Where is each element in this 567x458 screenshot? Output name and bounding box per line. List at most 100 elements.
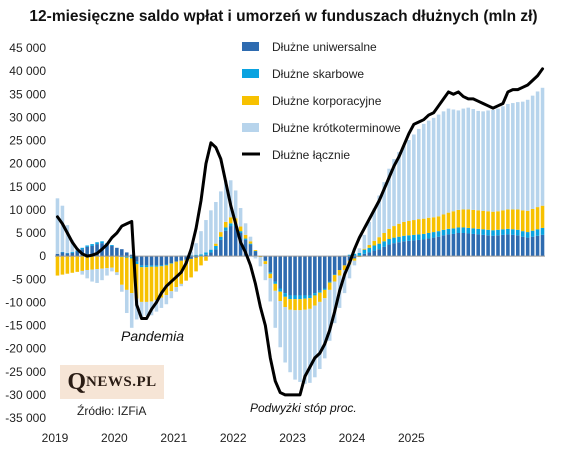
bar-segment xyxy=(144,267,149,302)
bar-segment xyxy=(293,295,297,300)
bar-segment xyxy=(516,229,520,236)
bar-segment xyxy=(90,244,94,246)
bar-segment xyxy=(283,296,287,307)
bar-segment xyxy=(421,123,426,219)
bar-segment xyxy=(90,269,94,282)
bar-segment xyxy=(90,245,94,257)
legend-label: Dłużne korporacyjne xyxy=(272,94,382,108)
bar-segment xyxy=(397,242,401,257)
bar-segment xyxy=(367,247,372,253)
bar-segment xyxy=(461,209,466,228)
bar-segment xyxy=(100,241,104,244)
bar-segment xyxy=(303,309,307,384)
bar-segment xyxy=(446,108,451,213)
bar-segment xyxy=(124,256,129,258)
bar-segment xyxy=(441,229,446,236)
bar-segment xyxy=(139,265,144,268)
bar-segment xyxy=(342,270,347,294)
bar-segment xyxy=(362,249,367,254)
bar-segment xyxy=(204,256,208,261)
bar-segment xyxy=(362,234,367,249)
bar-segment xyxy=(535,207,540,230)
bar-segment xyxy=(456,110,461,210)
bar-segment xyxy=(243,223,248,235)
bar-segment xyxy=(421,239,426,257)
bar-segment xyxy=(471,228,476,234)
logo-text: NEWS.PL xyxy=(86,373,157,390)
bar-segment xyxy=(496,235,500,257)
x-tick-label: 2024 xyxy=(339,431,366,445)
x-tick-label: 2022 xyxy=(220,431,247,445)
y-tick-label: 0 xyxy=(39,249,46,263)
bar-segment xyxy=(75,251,80,257)
bar-segment xyxy=(471,233,476,257)
bar-segment xyxy=(105,268,109,276)
bar-segment xyxy=(426,238,431,257)
bar-segment xyxy=(511,229,515,235)
bar-segment xyxy=(456,209,461,228)
bar-segment xyxy=(417,239,421,257)
bar-segment xyxy=(80,247,84,250)
bar-segment xyxy=(451,233,456,257)
bar-segment xyxy=(149,265,154,267)
bar-segment xyxy=(95,242,99,245)
bar-segment xyxy=(441,214,446,230)
bar-segment xyxy=(506,209,510,229)
bar-segment xyxy=(90,256,94,270)
bar-segment xyxy=(347,264,352,279)
bar-segment xyxy=(129,293,134,328)
bar-segment xyxy=(65,256,70,274)
bar-segment xyxy=(164,265,169,295)
bar-segment xyxy=(456,227,461,233)
bar-segment xyxy=(491,211,495,231)
bar-segment xyxy=(214,249,218,257)
bar-segment xyxy=(387,244,391,257)
bar-segment xyxy=(382,246,386,257)
bar-segment xyxy=(392,237,396,244)
bar-segment xyxy=(199,254,203,257)
bar-segment xyxy=(214,202,218,244)
bar-segment xyxy=(357,252,362,257)
bar-segment xyxy=(283,307,287,363)
bar-segment xyxy=(436,236,441,257)
bar-segment xyxy=(486,211,490,230)
legend-swatch xyxy=(242,42,259,51)
bar-segment xyxy=(446,212,451,229)
bar-segment xyxy=(436,114,441,217)
bar-segment xyxy=(481,234,485,257)
bar-segment xyxy=(332,275,337,282)
y-tick-label: -25 000 xyxy=(5,365,46,379)
bar-segment xyxy=(476,234,480,257)
bar-segment xyxy=(511,103,515,210)
bar-segment xyxy=(174,287,179,292)
bar-segment xyxy=(491,230,495,236)
bar-segment xyxy=(164,294,169,305)
bar-segment xyxy=(451,109,456,212)
bar-segment xyxy=(288,256,292,296)
bar-segment xyxy=(85,256,89,271)
bar-segment xyxy=(313,305,317,378)
bar-segment xyxy=(174,256,179,262)
bar-segment xyxy=(144,301,149,316)
bar-segment xyxy=(258,257,263,267)
bar-segment xyxy=(134,261,139,264)
bar-segment xyxy=(189,258,193,278)
bar-segment xyxy=(223,221,228,228)
bar-segment xyxy=(298,310,302,382)
bar-segment xyxy=(164,256,169,265)
bar-segment xyxy=(263,263,268,281)
bar-segment xyxy=(184,256,188,260)
bar-segment xyxy=(219,236,223,240)
bar-segment xyxy=(209,249,213,253)
y-tick-label: 5 000 xyxy=(16,226,46,240)
bar-segment xyxy=(273,256,278,282)
bar-segment xyxy=(308,298,312,309)
bar-segment xyxy=(486,235,490,257)
bar-segment xyxy=(506,103,510,210)
y-tick-label: 10 000 xyxy=(9,203,46,217)
bar-segment xyxy=(426,217,431,233)
bar-segment xyxy=(115,256,119,273)
bar-segment xyxy=(436,216,441,232)
bar-segment xyxy=(159,265,164,267)
bar-segment xyxy=(293,299,297,311)
